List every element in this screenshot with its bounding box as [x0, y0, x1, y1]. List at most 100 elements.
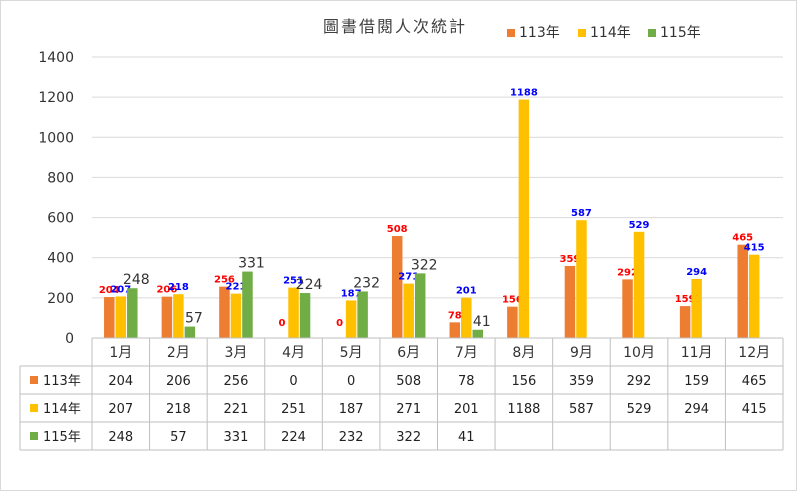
bar-113年-8月: [507, 306, 518, 338]
legend-swatch-2: [578, 29, 586, 37]
table-legend-key: [30, 432, 38, 440]
data-label: 207: [110, 284, 131, 295]
table-cell: 271: [396, 402, 421, 417]
data-label: 224: [296, 277, 323, 293]
x-tick-label: 1月: [109, 345, 132, 361]
x-tick-label: 11月: [681, 345, 713, 361]
table-legend-key: [30, 404, 38, 412]
bar-115年-5月: [357, 291, 368, 338]
y-tick-label: 200: [47, 291, 74, 307]
data-label: 256: [214, 275, 235, 286]
table-cell: 204: [108, 374, 133, 389]
table-cell: 1188: [507, 402, 540, 417]
table-cell: 224: [281, 430, 306, 445]
table-cell: 587: [569, 402, 594, 417]
table-cell: 0: [347, 374, 355, 389]
bar-115年-7月: [472, 329, 484, 338]
table-cell: 415: [742, 402, 767, 417]
table-cell: 201: [454, 402, 479, 417]
bar-114年-1月: [115, 296, 127, 338]
data-label: 78: [448, 310, 462, 321]
data-label: 57: [185, 311, 203, 327]
table-cell: 78: [458, 374, 475, 389]
y-tick-label: 1000: [38, 130, 74, 146]
data-label: 529: [629, 220, 650, 231]
x-tick-label: 8月: [512, 345, 535, 361]
x-tick-label: 7月: [455, 345, 478, 361]
table-cell: 221: [224, 402, 249, 417]
table-cell: 41: [458, 430, 475, 445]
table-cell: 218: [166, 402, 191, 417]
y-tick-label: 600: [47, 211, 74, 227]
data-label: 0: [279, 318, 286, 329]
bar-113年-12月: [737, 244, 748, 338]
table-legend-key: [30, 376, 38, 384]
data-label: 271: [398, 272, 419, 283]
data-label: 201: [456, 286, 477, 297]
bar-115年-4月: [299, 293, 311, 338]
legend-swatch-1: [507, 29, 515, 37]
bar-113年-1月: [104, 297, 115, 338]
legend-swatch-3: [648, 29, 656, 37]
data-label: 1188: [510, 88, 538, 99]
x-tick-label: 4月: [282, 345, 305, 361]
data-label: 204: [99, 285, 120, 296]
y-tick-label: 1400: [38, 50, 74, 66]
bar-115年-3月: [242, 271, 253, 338]
data-label: 187: [341, 288, 362, 299]
legend-label-2: 114年: [590, 25, 631, 41]
bar-114年-12月: [748, 254, 760, 338]
x-tick-label: 10月: [623, 345, 655, 361]
table-cell: 187: [339, 402, 364, 417]
table-row-label: 114年: [43, 402, 81, 417]
table-cell: 529: [627, 402, 652, 417]
bar-113年-7月: [449, 322, 461, 338]
y-tick-label: 800: [47, 170, 74, 186]
table-cell: 251: [281, 402, 306, 417]
data-label: 41: [473, 314, 491, 330]
data-label: 159: [675, 294, 696, 305]
data-label: 292: [617, 267, 638, 278]
bar-113年-11月: [679, 306, 691, 338]
table-row-label: 115年: [43, 430, 81, 445]
table-cell: 508: [396, 374, 421, 389]
y-tick-label: 0: [65, 331, 74, 347]
data-label: 156: [502, 295, 523, 306]
data-label: 322: [411, 257, 438, 273]
legend-label-1: 113年: [519, 25, 560, 41]
table-cell: 292: [627, 374, 652, 389]
data-label: 415: [744, 243, 765, 254]
data-label: 294: [686, 267, 707, 278]
bar-114年-10月: [633, 231, 645, 338]
y-tick-label: 1200: [38, 90, 74, 106]
data-label: 218: [168, 282, 189, 293]
x-tick-label: 6月: [397, 345, 420, 361]
table-cell: 159: [684, 374, 709, 389]
legend-label-3: 115年: [660, 25, 701, 41]
bar-115年-6月: [414, 273, 426, 338]
bar-114年-5月: [345, 300, 357, 338]
y-tick-label: 400: [47, 251, 74, 267]
bar-113年-3月: [219, 286, 230, 338]
table-cell: 322: [396, 430, 421, 445]
data-label: 359: [560, 254, 581, 265]
data-label: 206: [156, 285, 177, 296]
table-cell: 465: [742, 374, 767, 389]
table-cell: 331: [224, 430, 249, 445]
bar-113年-10月: [622, 279, 633, 338]
x-tick-label: 2月: [167, 345, 190, 361]
table-cell: 57: [170, 430, 187, 445]
bar-113年-9月: [564, 265, 576, 338]
chart-title: 圖書借閱人次統計: [323, 17, 467, 36]
table-cell: 256: [224, 374, 249, 389]
data-label: 232: [353, 275, 380, 291]
table-cell: 248: [108, 430, 133, 445]
table-cell: 207: [108, 402, 133, 417]
data-label: 251: [283, 276, 304, 287]
data-label: 221: [226, 282, 247, 293]
x-tick-label: 12月: [738, 345, 770, 361]
bar-114年-2月: [173, 294, 184, 338]
table-row-label: 113年: [43, 374, 81, 389]
